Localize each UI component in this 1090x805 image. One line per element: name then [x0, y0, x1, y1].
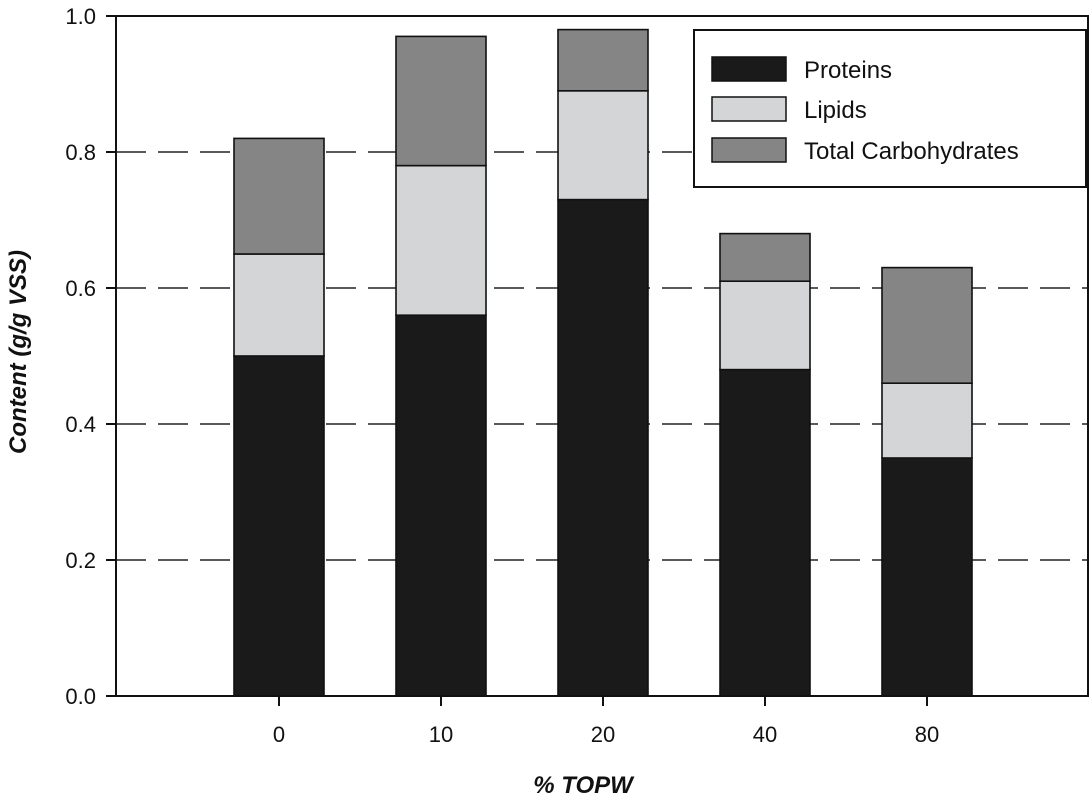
- x-tick-label: 0: [273, 722, 285, 747]
- legend-label-lipids: Lipids: [804, 97, 867, 124]
- y-axis-title: Content (g/g VSS): [5, 250, 32, 454]
- x-tick-label: 10: [429, 722, 453, 747]
- bar-lipids-10: [395, 164, 487, 317]
- x-tick-label: 80: [915, 722, 939, 747]
- bar-lipids-20: [557, 90, 649, 201]
- bar-total-carbohydrates-80: [881, 266, 973, 385]
- legend: Proteins Lipids Total Carbohydrates: [693, 29, 1087, 188]
- bar-lipids-80: [881, 382, 973, 459]
- bar-proteins-80: [881, 457, 973, 697]
- bars: [233, 28, 973, 697]
- x-tick-label: 20: [591, 722, 615, 747]
- y-axis: 0.0 0.2 0.4 0.6 0.8 1.0: [65, 4, 116, 709]
- y-tick-label: 0.6: [65, 276, 96, 301]
- legend-swatch-lipids: [711, 96, 787, 122]
- y-tick-label: 1.0: [65, 4, 96, 29]
- bar-proteins-0: [233, 355, 325, 697]
- bar-total-carbohydrates-0: [233, 137, 325, 255]
- y-tick-label: 0.4: [65, 412, 96, 437]
- x-axis: 0 10 20 40 80: [273, 696, 939, 747]
- y-tick-label: 0.0: [65, 684, 96, 709]
- x-tick-label: 40: [753, 722, 777, 747]
- legend-swatch-total-carbohydrates: [711, 137, 787, 163]
- bar-proteins-10: [395, 314, 487, 697]
- legend-swatch-proteins: [711, 56, 787, 82]
- bar-proteins-40: [719, 368, 811, 697]
- bar-lipids-0: [233, 253, 325, 357]
- x-axis-title: % TOPW: [533, 772, 635, 799]
- bar-total-carbohydrates-20: [557, 28, 649, 92]
- legend-label-total-carbohydrates: Total Carbohydrates: [804, 138, 1019, 165]
- bar-proteins-20: [557, 198, 649, 697]
- y-tick-label: 0.8: [65, 140, 96, 165]
- legend-label-proteins: Proteins: [804, 57, 892, 84]
- bar-total-carbohydrates-40: [719, 232, 811, 283]
- y-tick-label: 0.2: [65, 548, 96, 573]
- bar-lipids-40: [719, 280, 811, 371]
- bar-total-carbohydrates-10: [395, 35, 487, 167]
